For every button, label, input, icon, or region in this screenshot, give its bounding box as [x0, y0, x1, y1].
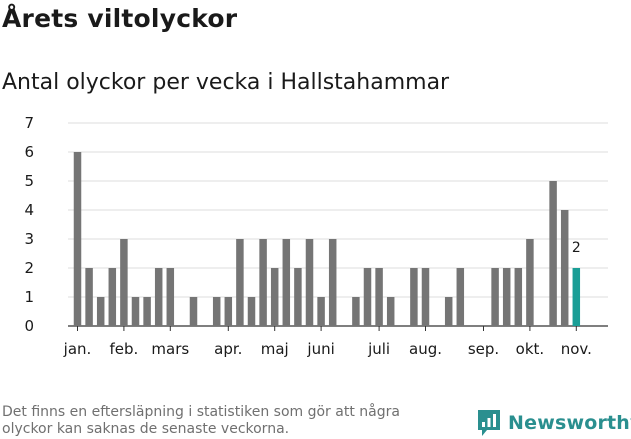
bar[interactable]	[224, 297, 233, 326]
bar[interactable]	[328, 239, 337, 326]
brand-logo[interactable]: Newsworthy	[476, 407, 631, 439]
bar[interactable]	[189, 297, 198, 326]
bar[interactable]	[526, 239, 534, 326]
bar[interactable]	[96, 297, 105, 326]
bar[interactable]	[143, 297, 151, 326]
bar[interactable]	[560, 210, 569, 326]
bar-labels: 2	[572, 240, 581, 256]
x-tick-label: feb.	[109, 340, 138, 358]
x-tick-label: juni	[306, 340, 334, 358]
bar[interactable]	[352, 297, 360, 326]
bar-highlight[interactable]	[572, 268, 581, 326]
footnote: Det finns en eftersläpning i statistiken…	[2, 404, 400, 437]
bar[interactable]	[410, 268, 418, 326]
y-tick-label: 6	[24, 143, 34, 161]
bar[interactable]	[154, 268, 163, 326]
bar[interactable]	[317, 297, 325, 326]
bar[interactable]	[247, 297, 256, 326]
x-tick-label: mars	[151, 340, 189, 358]
bar[interactable]	[212, 297, 221, 326]
bar[interactable]	[444, 297, 453, 326]
chart-title: Årets viltolyckor	[2, 4, 238, 33]
x-tick-label: jan.	[63, 340, 92, 358]
bar[interactable]	[502, 268, 511, 326]
bar[interactable]	[421, 268, 430, 326]
bar[interactable]	[259, 239, 267, 326]
bar[interactable]	[491, 268, 499, 326]
x-tick-label: okt.	[516, 340, 545, 358]
bar[interactable]	[166, 268, 175, 326]
x-tick-label: aug.	[409, 340, 442, 358]
bar[interactable]	[375, 268, 383, 326]
y-tick-label: 4	[24, 201, 34, 219]
x-tick-label: maj	[261, 340, 289, 358]
y-tick-label: 1	[24, 288, 34, 306]
bar[interactable]	[294, 268, 302, 326]
bar[interactable]	[363, 268, 372, 326]
bar[interactable]	[514, 268, 523, 326]
y-tick-label: 2	[24, 259, 34, 277]
brand-name: Newsworthy	[508, 412, 631, 434]
y-axis-ticks: 0 1 2 3 4 5 6 7	[24, 114, 34, 335]
x-tick-label: nov.	[561, 340, 592, 358]
bar[interactable]	[305, 239, 314, 326]
y-tick-label: 7	[24, 114, 34, 132]
y-tick-label: 3	[24, 230, 34, 248]
bar[interactable]	[85, 268, 93, 326]
chart-subtitle: Antal olyckor per vecka i Hallstahammar	[2, 70, 450, 95]
bar[interactable]	[386, 297, 395, 326]
bar[interactable]	[120, 239, 128, 326]
bar-value-label: 2	[572, 240, 581, 256]
bar[interactable]	[282, 239, 291, 326]
bar[interactable]	[270, 268, 279, 326]
y-tick-label: 0	[24, 317, 34, 335]
bar[interactable]	[73, 152, 82, 326]
bars	[73, 152, 581, 326]
bar[interactable]	[131, 297, 140, 326]
bar[interactable]	[549, 181, 557, 326]
x-tick-label: sep.	[468, 340, 499, 358]
newsworthy-icon	[478, 410, 500, 436]
bar[interactable]	[108, 268, 117, 326]
x-axis-ticks: jan. feb. mars apr. maj juni juli aug. sep. okt. n…	[63, 326, 592, 358]
bar-chart: 0 1 2 3 4 5 6 7 jan. feb. mars apr. maj juni juli aug.…	[24, 114, 608, 358]
bar[interactable]	[456, 268, 465, 326]
x-tick-label: juli	[367, 340, 390, 358]
y-tick-label: 5	[24, 172, 34, 190]
bar[interactable]	[236, 239, 244, 326]
x-tick-label: apr.	[214, 340, 242, 358]
